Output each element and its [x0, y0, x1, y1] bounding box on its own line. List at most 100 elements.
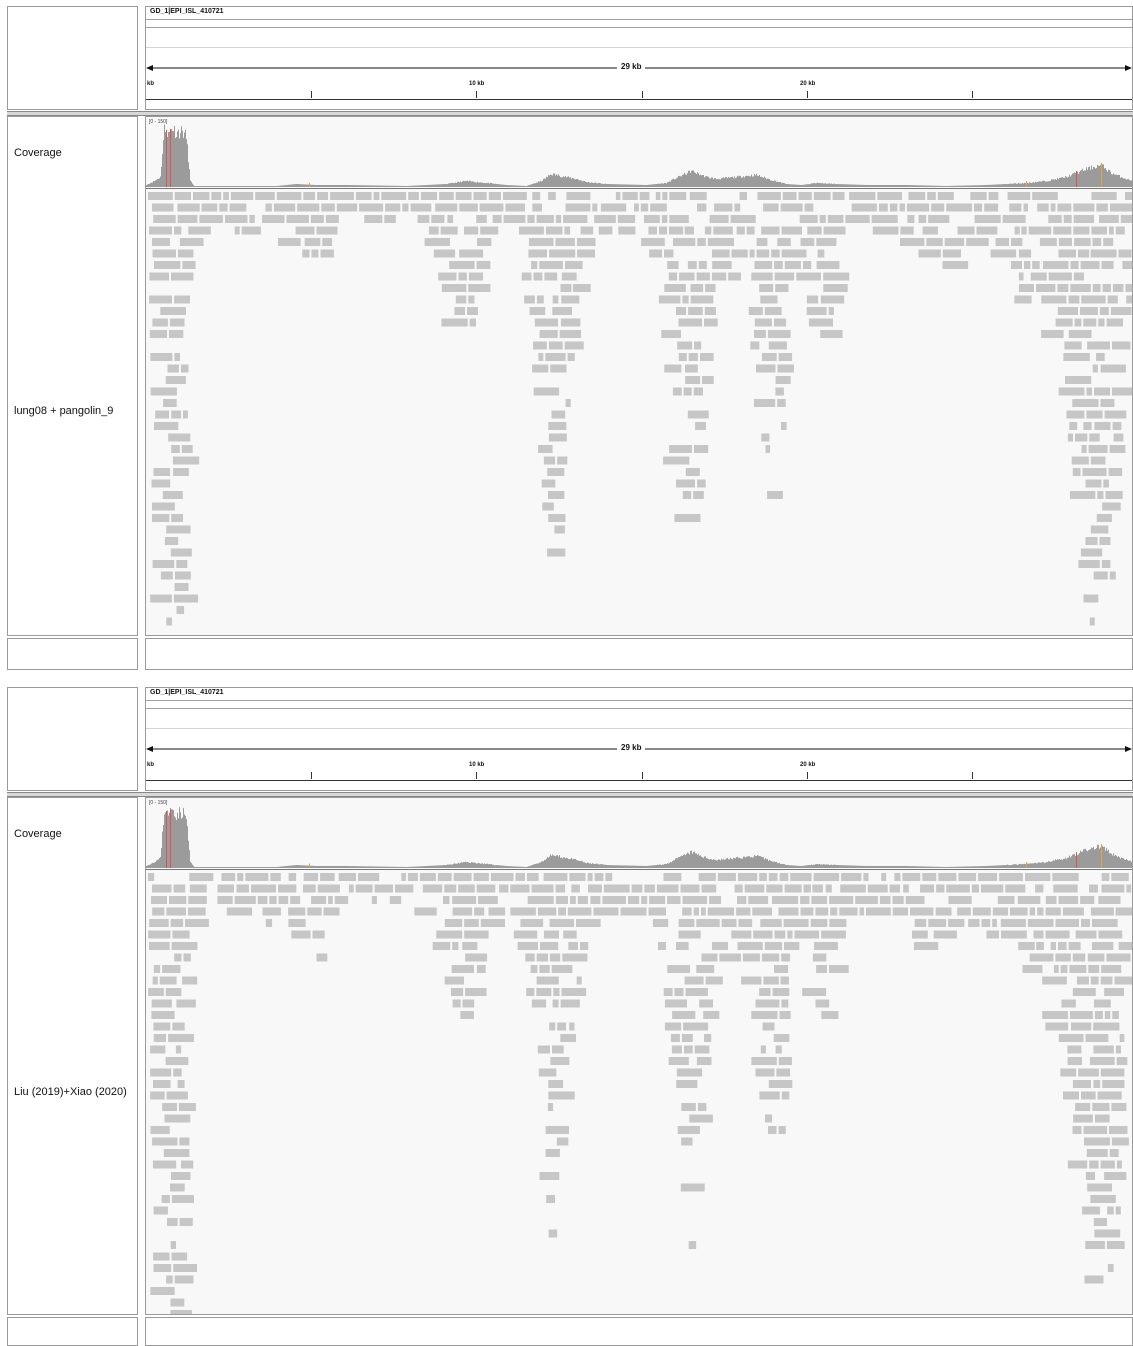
read[interactable]	[170, 1310, 192, 1314]
read[interactable]	[674, 514, 701, 522]
data-panel[interactable]: [0 - 150]	[145, 116, 1133, 636]
read[interactable]	[317, 192, 329, 200]
read[interactable]	[510, 907, 536, 916]
read[interactable]	[1104, 410, 1127, 419]
read[interactable]	[701, 953, 718, 962]
read[interactable]	[557, 1022, 566, 1031]
read[interactable]	[278, 238, 301, 246]
read[interactable]	[431, 215, 445, 223]
read[interactable]	[755, 999, 780, 1008]
read[interactable]	[914, 919, 927, 927]
read[interactable]	[704, 226, 712, 235]
read[interactable]	[560, 284, 572, 292]
read[interactable]	[505, 203, 525, 212]
read[interactable]	[270, 873, 281, 881]
read[interactable]	[669, 215, 689, 223]
read[interactable]	[731, 249, 748, 258]
read[interactable]	[1067, 433, 1073, 442]
read[interactable]	[768, 1080, 793, 1088]
read[interactable]	[812, 953, 827, 962]
read[interactable]	[150, 594, 172, 603]
read[interactable]	[1074, 238, 1091, 246]
read[interactable]	[166, 907, 186, 916]
read[interactable]	[1052, 873, 1079, 881]
read[interactable]	[1107, 295, 1118, 304]
read[interactable]	[1106, 953, 1131, 962]
read[interactable]	[150, 387, 177, 396]
read[interactable]	[760, 295, 778, 304]
read[interactable]	[935, 907, 952, 916]
read[interactable]	[1067, 1160, 1088, 1169]
read[interactable]	[435, 203, 458, 212]
read[interactable]	[1100, 976, 1113, 985]
read[interactable]	[553, 988, 560, 996]
read[interactable]	[532, 364, 549, 373]
read[interactable]	[1111, 1103, 1127, 1111]
read[interactable]	[437, 873, 452, 881]
read[interactable]	[719, 953, 741, 962]
read[interactable]	[561, 272, 577, 281]
read[interactable]	[467, 307, 478, 315]
read[interactable]	[545, 1149, 560, 1157]
read[interactable]	[697, 479, 706, 488]
read[interactable]	[171, 410, 182, 419]
read[interactable]	[841, 873, 862, 881]
read[interactable]	[152, 1160, 177, 1169]
read[interactable]	[802, 988, 827, 996]
read[interactable]	[908, 192, 926, 200]
read[interactable]	[602, 896, 626, 904]
read[interactable]	[766, 884, 783, 893]
read[interactable]	[1069, 965, 1087, 973]
read[interactable]	[668, 1057, 689, 1065]
read[interactable]	[557, 456, 568, 465]
read[interactable]	[707, 238, 734, 246]
read[interactable]	[1094, 1229, 1121, 1238]
read[interactable]	[561, 988, 587, 996]
read[interactable]	[1112, 341, 1131, 350]
read[interactable]	[1092, 1103, 1110, 1111]
read[interactable]	[918, 215, 927, 223]
read[interactable]	[1053, 884, 1078, 893]
read[interactable]	[175, 1045, 182, 1054]
read[interactable]	[1030, 272, 1047, 281]
read[interactable]	[694, 341, 702, 350]
read[interactable]	[185, 919, 209, 927]
read[interactable]	[1101, 261, 1114, 269]
read[interactable]	[389, 896, 402, 904]
read[interactable]	[536, 976, 559, 985]
read[interactable]	[1111, 873, 1129, 881]
read[interactable]	[527, 215, 535, 223]
read[interactable]	[1109, 445, 1126, 453]
read[interactable]	[676, 1068, 703, 1077]
read[interactable]	[750, 341, 760, 350]
read[interactable]	[548, 1080, 564, 1088]
read[interactable]	[1107, 1264, 1114, 1272]
read[interactable]	[587, 873, 593, 881]
read[interactable]	[462, 999, 475, 1008]
read[interactable]	[152, 560, 175, 568]
read[interactable]	[680, 884, 700, 893]
read[interactable]	[816, 261, 840, 269]
read[interactable]	[807, 226, 822, 235]
read[interactable]	[682, 896, 708, 904]
read[interactable]	[532, 203, 542, 212]
read[interactable]	[1053, 226, 1072, 235]
read[interactable]	[1063, 1091, 1079, 1100]
read[interactable]	[148, 930, 171, 939]
read[interactable]	[759, 873, 767, 881]
read[interactable]	[548, 192, 556, 200]
read[interactable]	[664, 1022, 682, 1031]
read[interactable]	[948, 896, 972, 904]
read[interactable]	[153, 468, 171, 476]
read[interactable]	[307, 907, 322, 916]
read[interactable]	[531, 999, 547, 1008]
read[interactable]	[371, 896, 377, 904]
read[interactable]	[798, 192, 812, 200]
read[interactable]	[443, 896, 450, 904]
read[interactable]	[295, 226, 315, 235]
read[interactable]	[803, 261, 812, 269]
read[interactable]	[548, 1229, 558, 1238]
read[interactable]	[761, 433, 770, 442]
read[interactable]	[687, 261, 697, 269]
read[interactable]	[784, 884, 802, 893]
